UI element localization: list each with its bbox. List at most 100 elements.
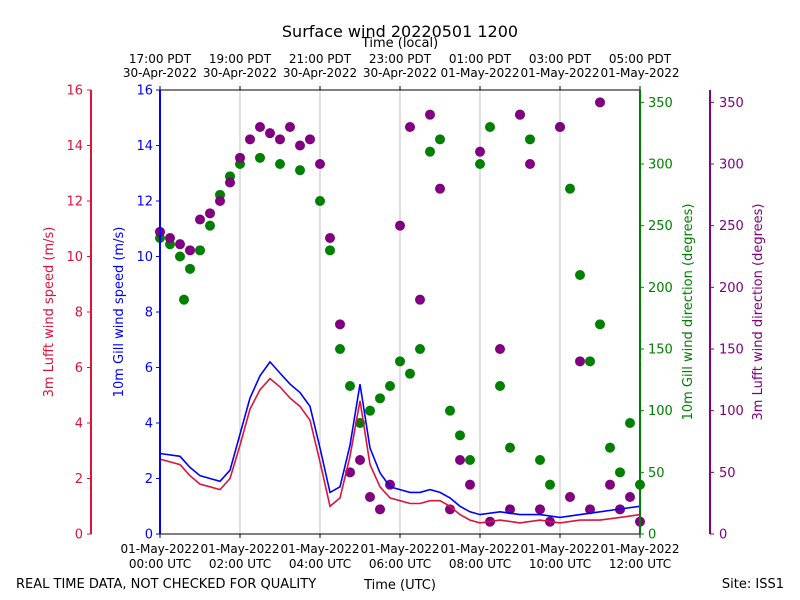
- direction-point: [625, 418, 635, 428]
- top-tick-date: 01-May-2022: [440, 66, 519, 80]
- direction-point: [565, 492, 575, 502]
- speed-line: [159, 360, 641, 519]
- bottom-tick-date: 01-May-2022: [120, 542, 199, 556]
- direction-point: [535, 504, 545, 515]
- direction-point: [425, 109, 435, 120]
- direction-point: [565, 183, 575, 194]
- lufft-direction-axis-label: 3m Lufft wind direction (degrees): [751, 204, 766, 421]
- direction-point: [285, 122, 295, 132]
- lufft-speed-axis-label: 3m Lufft wind speed (m/s): [42, 227, 57, 398]
- bottom-tick-time: 02:00 UTC: [209, 557, 271, 571]
- direction-point: [355, 455, 365, 465]
- direction-point: [275, 134, 285, 145]
- direction-point: [575, 356, 585, 367]
- direction-point: [405, 368, 415, 379]
- direction-point: [445, 405, 455, 416]
- bottom-tick-time: 06:00 UTC: [369, 557, 431, 571]
- lufft-speed-tick-label: 2: [75, 472, 83, 487]
- bottom-tick-date: 01-May-2022: [360, 542, 439, 556]
- direction-point: [315, 159, 325, 169]
- top-tick-time: 17:00 PDT: [129, 52, 192, 66]
- direction-point: [475, 146, 485, 157]
- direction-point: [375, 393, 385, 404]
- direction-point: [255, 152, 265, 163]
- direction-point: [445, 504, 455, 515]
- direction-point: [605, 479, 615, 490]
- top-tick-date: 30-Apr-2022: [123, 66, 197, 80]
- direction-point: [595, 319, 605, 330]
- direction-point: [345, 381, 355, 391]
- lufft-direction-tick-label: 300: [719, 158, 744, 173]
- bottom-tick-date: 01-May-2022: [200, 542, 279, 556]
- direction-point: [305, 134, 315, 145]
- series-10m-gill-wind-speed: [159, 360, 641, 519]
- top-tick-date: 30-Apr-2022: [283, 66, 357, 80]
- direction-point: [495, 381, 505, 391]
- direction-point: [165, 233, 175, 243]
- direction-point: [315, 196, 325, 206]
- gill-direction-tick-label: 50: [648, 466, 665, 481]
- lufft-direction-tick-label: 250: [719, 219, 744, 234]
- bottom-tick-date: 01-May-2022: [520, 542, 599, 556]
- top-tick-time: 19:00 PDT: [209, 52, 272, 66]
- direction-point: [335, 319, 345, 330]
- lufft-speed-tick-label: 16: [66, 84, 83, 99]
- speed-axes: 0 0 2 2 4 4 6 6 8 8 10 10 12 12 14 14 16 16 10m Gill wind …: [42, 84, 161, 543]
- top-tick-date: 01-May-2022: [600, 66, 679, 80]
- direction-point: [195, 245, 205, 256]
- gill-direction-tick-label: 350: [648, 96, 673, 111]
- bottom-tick-time: 12:00 UTC: [609, 557, 671, 571]
- top-tick-time: 21:00 PDT: [289, 52, 352, 66]
- gill-direction-tick-label: 250: [648, 219, 673, 234]
- direction-point: [385, 381, 395, 391]
- direction-point: [175, 239, 185, 250]
- lufft-direction-tick-label: 100: [719, 404, 744, 419]
- gill-speed-tick-label: 14: [136, 139, 153, 154]
- gill-speed-axis-label: 10m Gill wind speed (m/s): [112, 227, 127, 398]
- lufft-speed-tick-label: 6: [75, 361, 83, 376]
- direction-point: [395, 356, 405, 367]
- direction-point: [265, 128, 275, 139]
- direction-point: [595, 97, 605, 108]
- direction-point: [495, 344, 505, 354]
- direction-point: [179, 294, 189, 305]
- direction-point: [575, 270, 585, 280]
- lufft-direction-tick-label: 350: [719, 96, 744, 111]
- bottom-tick-date: 01-May-2022: [280, 542, 359, 556]
- direction-point: [465, 455, 475, 465]
- direction-point: [555, 122, 565, 132]
- direction-point: [585, 504, 595, 515]
- gill-direction-tick-label: 300: [648, 158, 673, 173]
- lufft-speed-tick-label: 14: [66, 139, 83, 154]
- direction-point: [325, 245, 335, 256]
- direction-point: [235, 152, 245, 163]
- direction-point: [415, 344, 425, 354]
- gill-speed-tick-label: 2: [145, 472, 153, 487]
- vertical-gridlines: [239, 90, 561, 534]
- lufft-speed-tick-label: 8: [75, 306, 83, 321]
- bottom-tick-date: 01-May-2022: [440, 542, 519, 556]
- direction-point: [425, 146, 435, 157]
- bottom-axis-label: Time (UTC): [363, 578, 436, 593]
- direction-point: [455, 455, 465, 465]
- direction-point: [205, 220, 215, 231]
- direction-point: [435, 134, 445, 145]
- bottom-tick-time: 00:00 UTC: [129, 557, 191, 571]
- top-tick-date: 01-May-2022: [520, 66, 599, 80]
- top-tick-time: 23:00 PDT: [369, 52, 432, 66]
- direction-point: [365, 405, 375, 416]
- gill-direction-tick-label: 0: [648, 528, 656, 543]
- bottom-tick-date: 01-May-2022: [600, 542, 679, 556]
- lufft-direction-tick-label: 150: [719, 343, 744, 358]
- direction-point: [605, 442, 615, 453]
- direction-point: [335, 344, 345, 354]
- direction-point: [465, 479, 475, 490]
- gill-speed-tick-label: 8: [145, 306, 153, 321]
- direction-point: [275, 159, 285, 169]
- bottom-tick-time: 10:00 UTC: [529, 557, 591, 571]
- direction-point: [215, 196, 225, 206]
- lufft-speed-tick-label: 10: [66, 250, 83, 265]
- gill-speed-tick-label: 6: [145, 361, 153, 376]
